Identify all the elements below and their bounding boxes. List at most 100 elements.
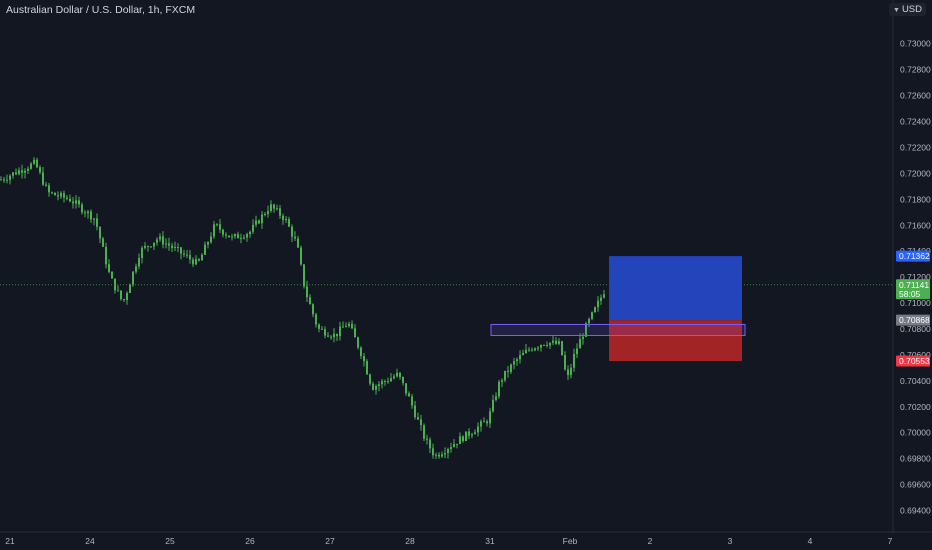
candle <box>36 159 38 168</box>
time-tick-label: 26 <box>245 536 255 546</box>
candle <box>45 184 47 186</box>
entry-price-badge <box>896 314 930 326</box>
candle <box>504 370 506 381</box>
time-tick-label: 2 <box>648 536 653 546</box>
candle <box>96 218 98 227</box>
candle <box>108 264 110 272</box>
price-tick-label: 0.70600 <box>900 350 931 360</box>
price-tick-label: 0.72200 <box>900 142 931 152</box>
candle <box>180 247 182 254</box>
price-tick-label: 0.69600 <box>900 480 931 490</box>
candle <box>69 198 71 202</box>
candle <box>444 453 446 455</box>
candle <box>402 376 404 384</box>
candle <box>498 381 500 397</box>
candle <box>249 231 251 235</box>
candle <box>78 200 80 205</box>
price-tick-label: 0.70400 <box>900 376 931 386</box>
target-price-badge-label: 0.71362 <box>899 251 930 261</box>
last-price-badge <box>896 279 930 300</box>
currency-selector[interactable]: ▼ USD <box>889 3 926 16</box>
candle <box>147 245 149 247</box>
candle <box>411 396 413 406</box>
candle <box>189 255 191 260</box>
candle <box>399 372 401 377</box>
candle <box>204 244 206 255</box>
candle <box>282 215 284 220</box>
candle <box>465 431 467 442</box>
candle <box>156 239 158 243</box>
candle <box>105 246 107 265</box>
candle <box>360 347 362 357</box>
candle <box>231 236 233 238</box>
candle <box>99 226 101 239</box>
candle <box>555 340 557 344</box>
price-tick-label: 0.70200 <box>900 402 931 412</box>
candle <box>198 259 200 261</box>
candle <box>471 434 473 436</box>
time-tick-label: 24 <box>85 536 95 546</box>
candle <box>366 361 368 375</box>
candle <box>192 259 194 265</box>
candle <box>558 341 560 344</box>
candle <box>420 419 422 426</box>
candle <box>294 236 296 239</box>
candle <box>519 355 521 360</box>
candle <box>450 447 452 450</box>
price-tick-label: 0.69800 <box>900 454 931 464</box>
stop-loss-zone[interactable] <box>609 320 742 362</box>
candle <box>75 200 77 204</box>
range-rectangle[interactable] <box>490 323 746 336</box>
candle <box>528 349 530 351</box>
candle <box>516 359 518 362</box>
candle <box>363 356 365 362</box>
symbol-title[interactable]: Australian Dollar / U.S. Dollar, 1h, FXC… <box>6 4 196 16</box>
candle <box>42 172 44 185</box>
candle <box>216 224 218 226</box>
price-tick-label: 0.71800 <box>900 194 931 204</box>
candle <box>129 284 131 293</box>
currency-label: USD <box>901 4 922 15</box>
candle <box>27 168 29 171</box>
candle <box>426 438 428 440</box>
candle <box>15 172 17 175</box>
candle <box>447 449 449 454</box>
candle <box>177 247 179 249</box>
candle <box>603 294 605 298</box>
candle <box>543 344 545 346</box>
candle <box>561 341 563 356</box>
candle <box>483 421 485 423</box>
candle <box>585 323 587 337</box>
candle <box>234 234 236 237</box>
candle <box>297 238 299 248</box>
candle <box>225 234 227 236</box>
candle <box>414 405 416 418</box>
take-profit-zone[interactable] <box>609 256 742 321</box>
candle <box>372 383 374 390</box>
last-price-badge-label: 0.71141 <box>899 280 929 290</box>
candle <box>162 236 164 245</box>
candle <box>288 219 290 227</box>
candle <box>441 454 443 457</box>
candle <box>432 448 434 456</box>
candle <box>486 421 488 424</box>
candle <box>489 411 491 424</box>
candle <box>81 204 83 213</box>
candle <box>327 335 329 337</box>
candle <box>453 443 455 448</box>
candle <box>573 353 575 368</box>
candle <box>510 364 512 372</box>
candle <box>270 204 272 212</box>
candle <box>375 386 377 390</box>
candle <box>255 220 257 225</box>
candle <box>168 243 170 246</box>
candle <box>321 328 323 330</box>
candle <box>264 214 266 216</box>
candle <box>237 234 239 239</box>
candle <box>138 258 140 267</box>
candle <box>111 271 113 279</box>
candle <box>30 163 32 169</box>
candle <box>540 344 542 348</box>
candle <box>12 172 14 176</box>
